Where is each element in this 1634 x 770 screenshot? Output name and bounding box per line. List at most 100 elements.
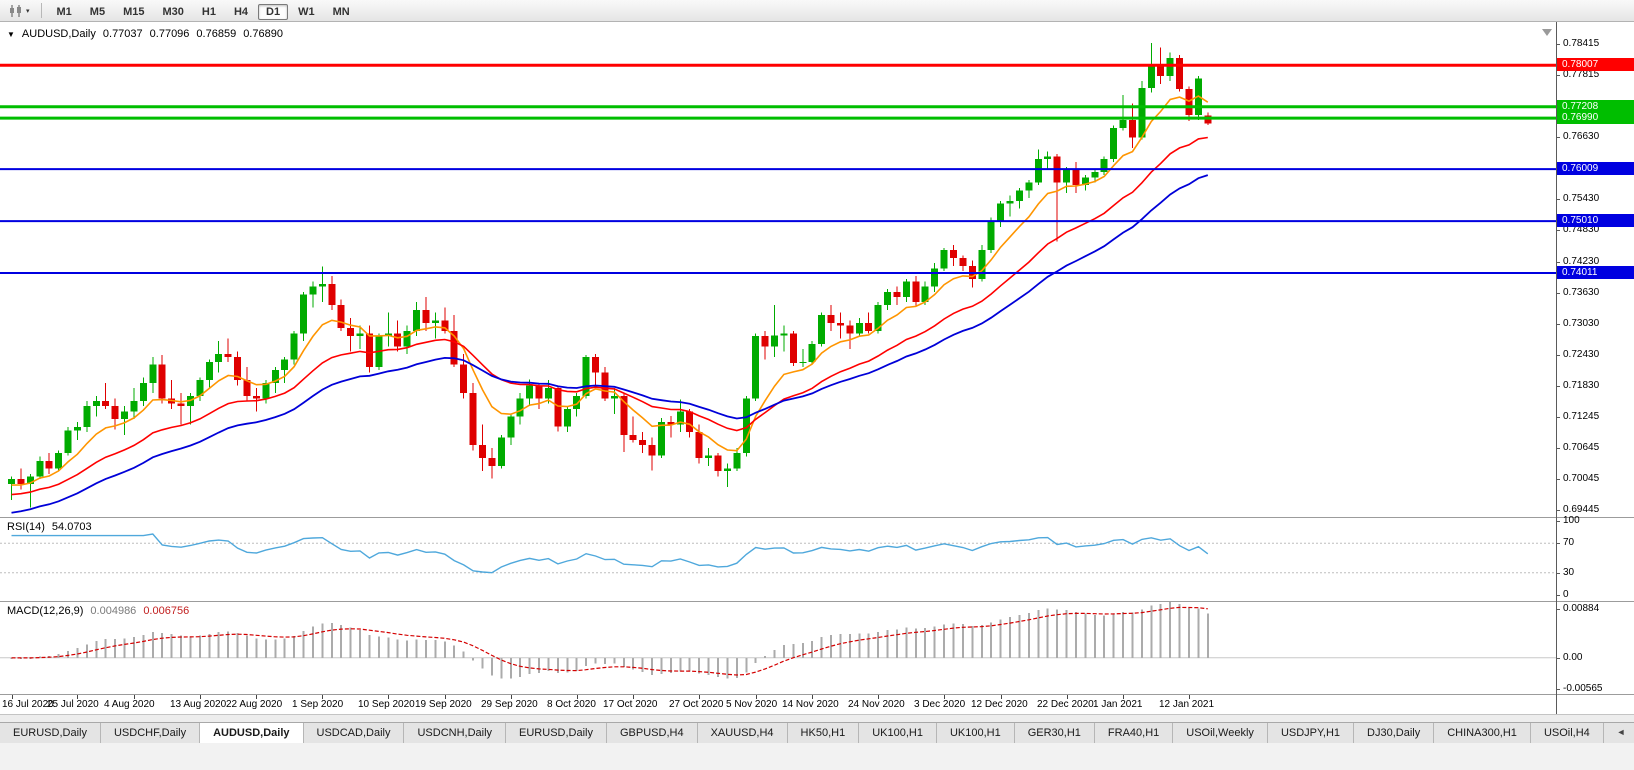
date-tick-label: 3 Dec 2020 [914, 699, 966, 710]
chart-tab-usdjpy-h1[interactable]: USDJPY,H1 [1267, 723, 1355, 743]
price-tick-label: 0.71830 [1563, 380, 1600, 391]
date-tick-mark [77, 695, 78, 699]
chart-tab-uk100-h1[interactable]: UK100,H1 [936, 723, 1015, 743]
price-tick-mark [1556, 448, 1560, 449]
date-tick-label: 14 Nov 2020 [782, 699, 839, 710]
price-badge: 0.77208 [1557, 100, 1634, 113]
timeframe-button-m30[interactable]: M30 [162, 5, 184, 18]
date-tick-mark [511, 695, 512, 699]
chart-tab-usoil-h4[interactable]: USOil,H4 [1530, 723, 1604, 743]
chart-tab-uk100-h1[interactable]: UK100,H1 [859, 723, 937, 743]
panel-separator[interactable] [0, 517, 1634, 518]
chevron-down-icon: ▾ [26, 7, 30, 15]
timeframe-button-d1[interactable]: D1 [258, 3, 289, 20]
date-tick-mark [878, 695, 879, 699]
macd-indicator-label: MACD(12,26,9) 0.004986 0.006756 [7, 605, 189, 617]
rsi-tick-label: 30 [1563, 567, 1575, 578]
rsi-tick-label: 0 [1563, 589, 1569, 600]
main-price-chart[interactable] [0, 22, 1634, 517]
chart-tab-eurusd-daily[interactable]: EURUSD,Daily [506, 723, 607, 743]
price-tick-mark [1556, 230, 1560, 231]
chart-shift-marker[interactable] [1542, 29, 1552, 36]
timeframe-button-m5[interactable]: M5 [89, 5, 106, 18]
chart-tab-usoil-weekly[interactable]: USOil,Weekly [1173, 723, 1268, 743]
macd-tick-label: 0.00 [1563, 652, 1583, 663]
rsi-tick-mark [1556, 595, 1560, 596]
price-badge: 0.78007 [1557, 58, 1634, 71]
price-tick-label: 0.73630 [1563, 287, 1600, 298]
rsi-name: RSI(14) [7, 521, 45, 533]
macd-name: MACD(12,26,9) [7, 605, 84, 617]
price-axis-border [1556, 22, 1557, 714]
chart-tab-usdchf-daily[interactable]: USDCHF,Daily [100, 723, 201, 743]
date-tick-mark [756, 695, 757, 699]
price-tick-label: 0.70045 [1563, 473, 1600, 484]
rsi-tick-mark [1556, 521, 1560, 522]
price-tick-label: 0.76630 [1563, 131, 1600, 142]
symbol-dropdown-icon[interactable]: ▼ [7, 30, 15, 39]
toolbar-separator [40, 3, 42, 18]
timeframe-button-h4[interactable]: H4 [233, 5, 249, 18]
price-tick-mark [1556, 479, 1560, 480]
rsi-tick-label: 100 [1563, 515, 1580, 526]
price-badge: 0.76009 [1557, 162, 1634, 175]
chart-tab-ger30-h1[interactable]: GER30,H1 [1014, 723, 1095, 743]
chart-type-button[interactable]: ▾ [4, 3, 35, 19]
bottom-filler-strip [0, 714, 1634, 723]
rsi-indicator-panel[interactable] [0, 517, 1634, 601]
date-tick-mark [1067, 695, 1068, 699]
rsi-tick-mark [1556, 573, 1560, 574]
timeframe-button-h1[interactable]: H1 [201, 5, 216, 18]
chart-tab-usdcnh-daily[interactable]: USDCNH,Daily [404, 723, 507, 743]
price-tick-mark [1556, 417, 1560, 418]
chart-tab-china300-h1[interactable]: CHINA300,H1 [1434, 723, 1531, 743]
date-tick-mark [445, 695, 446, 699]
price-tick-mark [1556, 510, 1560, 511]
chart-tab-gbpusd-h4[interactable]: GBPUSD,H4 [607, 723, 698, 743]
price-tick-label: 0.72430 [1563, 349, 1600, 360]
price-tick-label: 0.73030 [1563, 318, 1600, 329]
panel-separator[interactable] [0, 601, 1634, 602]
price-tick-label: 0.78415 [1563, 38, 1600, 49]
price-tick-mark [1556, 324, 1560, 325]
macd-tick-label: 0.00884 [1563, 603, 1600, 614]
chart-tab-usdcad-daily[interactable]: USDCAD,Daily [303, 723, 405, 743]
chart-tab-dj30-daily[interactable]: DJ30,Daily [1354, 723, 1435, 743]
date-tick-mark [12, 695, 13, 699]
timeframe-button-mn[interactable]: MN [332, 5, 350, 18]
date-tick-label: 4 Aug 2020 [104, 699, 155, 710]
timeframe-button-m15[interactable]: M15 [123, 5, 145, 18]
chart-tab-hk50-h1[interactable]: HK50,H1 [787, 723, 860, 743]
chart-title: AUDUSD,Daily [21, 28, 96, 40]
price-tick-mark [1556, 199, 1560, 200]
chart-tab-fra40-h1[interactable]: FRA40,H1 [1094, 723, 1174, 743]
date-tick-mark [944, 695, 945, 699]
timeframe-button-w1[interactable]: W1 [298, 5, 315, 18]
chart-tab-eurusd-daily[interactable]: EURUSD,Daily [0, 723, 101, 743]
price-tick-mark [1556, 355, 1560, 356]
rsi-line [11, 533, 1209, 574]
macd-signal-value: 0.006756 [143, 605, 190, 617]
chart-tab-xauusd-h4[interactable]: XAUUSD,H4 [697, 723, 788, 743]
price-tick-mark [1556, 44, 1560, 45]
date-tick-mark [699, 695, 700, 699]
date-tick-label: 5 Nov 2020 [726, 699, 778, 710]
date-tick-label: 17 Oct 2020 [603, 699, 658, 710]
date-tick-mark [812, 695, 813, 699]
date-tick-label: 25 Jul 2020 [47, 699, 99, 710]
candlestick-chart-icon [10, 4, 21, 17]
moving-average-8 [11, 95, 1209, 486]
chart-tab-audusd-daily[interactable]: AUDUSD,Daily [200, 723, 304, 743]
timeframe-button-m1[interactable]: M1 [56, 5, 72, 18]
price-tick-mark [1556, 75, 1560, 76]
macd-tick-mark [1556, 658, 1560, 659]
tab-scroll-left-button[interactable]: ◄ [1612, 724, 1630, 741]
date-tick-label: 16 Jul 2020 [2, 699, 54, 710]
date-tick-label: 22 Aug 2020 [226, 699, 283, 710]
date-tick-label: 12 Jan 2021 [1159, 699, 1215, 710]
price-tick-mark [1556, 293, 1560, 294]
macd-indicator-panel[interactable] [0, 601, 1634, 694]
price-badge: 0.75010 [1557, 214, 1634, 227]
rsi-tick-label: 70 [1563, 537, 1575, 548]
